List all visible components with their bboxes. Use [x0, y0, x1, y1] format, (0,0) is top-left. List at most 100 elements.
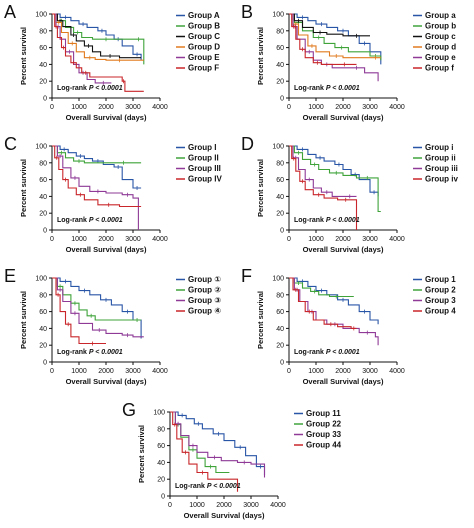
y-axis-label: Percent survival [256, 291, 265, 349]
x-tick-label: 2000 [216, 502, 232, 509]
y-tick-label: 100 [35, 144, 47, 151]
panel-letter: A [4, 2, 16, 22]
survival-curve [52, 13, 142, 61]
y-tick-label: 80 [39, 28, 47, 35]
y-tick-label: 0 [161, 494, 165, 501]
logrank-annotation: Log-rank P < 0.0001 [294, 85, 360, 92]
y-tick-label: 80 [276, 160, 284, 167]
legend-label: Group i [425, 143, 453, 152]
panel-letter: G [122, 400, 136, 420]
legend-label: Group ④ [188, 307, 221, 316]
survival-curve [52, 13, 144, 61]
survival-curve [52, 277, 142, 339]
x-tick-label: 0 [287, 368, 291, 375]
y-tick-label: 0 [43, 360, 47, 367]
x-axis-label: Overall Survival (days) [303, 113, 384, 122]
panel-e: E 0 20 40 60 80 100 0 1000 2000 3000 4000 Percent su… [0, 264, 237, 394]
x-tick-label: 4000 [152, 236, 168, 243]
x-tick-label: 4000 [389, 104, 405, 111]
legend-label: Group D [188, 43, 220, 52]
y-tick-label: 60 [39, 177, 47, 184]
legend-label: Group a [425, 11, 456, 20]
x-tick-label: 3000 [243, 502, 259, 509]
logrank-annotation: Log-rank P < 0.0001 [57, 85, 123, 92]
survival-curve [170, 411, 266, 475]
logrank-annotation: Log-rank P < 0.0001 [175, 483, 241, 490]
y-tick-label: 20 [276, 79, 284, 86]
panel-letter: E [4, 266, 16, 286]
y-tick-label: 80 [157, 426, 165, 433]
y-tick-label: 100 [272, 144, 284, 151]
x-tick-label: 2000 [335, 104, 351, 111]
legend-label: Group B [188, 22, 220, 31]
y-tick-label: 0 [43, 228, 47, 235]
survival-curve [289, 13, 379, 82]
y-axis-label: Percent survival [256, 27, 265, 85]
survival-curve [52, 145, 142, 164]
panel-letter: B [241, 2, 253, 22]
y-tick-label: 60 [276, 309, 284, 316]
survival-curve [289, 145, 357, 197]
x-tick-label: 1000 [308, 104, 324, 111]
y-tick-label: 60 [276, 177, 284, 184]
x-axis-label: Overall Survival (days) [303, 245, 384, 254]
y-tick-label: 20 [39, 211, 47, 218]
logrank-annotation: Log-rank P < 0.0001 [294, 217, 360, 224]
survival-curve [52, 277, 106, 345]
legend-label: Group d [425, 43, 456, 52]
y-tick-label: 20 [39, 79, 47, 86]
survival-curve [289, 13, 382, 65]
x-tick-label: 2000 [98, 104, 114, 111]
survival-curve [52, 277, 142, 321]
legend-label: Group 3 [425, 296, 456, 305]
survival-curve [52, 145, 142, 208]
legend-label: Group 33 [306, 430, 342, 439]
legend-label: Group C [188, 32, 220, 41]
survival-curve [289, 13, 357, 65]
x-tick-label: 2000 [98, 368, 114, 375]
legend-label: Group A [188, 11, 220, 20]
y-tick-label: 60 [157, 443, 165, 450]
panel-g: G 0 20 40 60 80 100 0 1000 2000 3000 4000 Percent su… [118, 398, 355, 528]
x-tick-label: 4000 [270, 502, 286, 509]
survival-curve [52, 145, 142, 189]
legend-label: Group 2 [425, 286, 456, 295]
y-tick-label: 80 [276, 292, 284, 299]
panel-a: A 0 20 40 60 80 100 0 1000 2000 3000 4000 Percent su… [0, 0, 237, 130]
legend-label: Group c [425, 32, 456, 41]
x-tick-label: 3000 [125, 236, 141, 243]
legend-label: Group ① [188, 275, 221, 284]
x-tick-label: 2000 [335, 236, 351, 243]
y-axis-label: Percent survival [19, 159, 28, 217]
x-tick-label: 2000 [98, 236, 114, 243]
legend-label: Group b [425, 22, 456, 31]
x-tick-label: 1000 [189, 502, 205, 509]
survival-curve [52, 277, 144, 338]
x-axis-label: Overall Survival (days) [66, 377, 147, 386]
legend-label: Group IV [188, 175, 222, 184]
survival-curve [289, 13, 381, 59]
panel-c: C 0 20 40 60 80 100 0 1000 2000 3000 4000 Percent su… [0, 132, 237, 262]
y-tick-label: 100 [35, 276, 47, 283]
legend-label: Group ③ [188, 296, 221, 305]
panel-d: D 0 20 40 60 80 100 0 1000 2000 3000 4000 Percent su… [237, 132, 474, 262]
panel-f: F 0 20 40 60 80 100 0 1000 2000 3000 4000 Percent su… [237, 264, 474, 394]
x-tick-label: 0 [168, 502, 172, 509]
y-tick-label: 100 [272, 276, 284, 283]
legend-label: Group iv [425, 175, 458, 184]
legend-label: Group iii [425, 164, 458, 173]
x-tick-label: 4000 [152, 368, 168, 375]
y-axis-label: Percent survival [137, 425, 146, 483]
legend-label: Group f [425, 64, 454, 73]
legend-label: Group F [188, 64, 219, 73]
x-axis-label: Overall Survival (days) [66, 245, 147, 254]
survival-curve [289, 277, 379, 346]
legend-label: Group E [188, 53, 220, 62]
y-tick-label: 40 [39, 194, 47, 201]
y-tick-label: 40 [39, 326, 47, 333]
x-tick-label: 3000 [362, 104, 378, 111]
x-tick-label: 0 [50, 236, 54, 243]
